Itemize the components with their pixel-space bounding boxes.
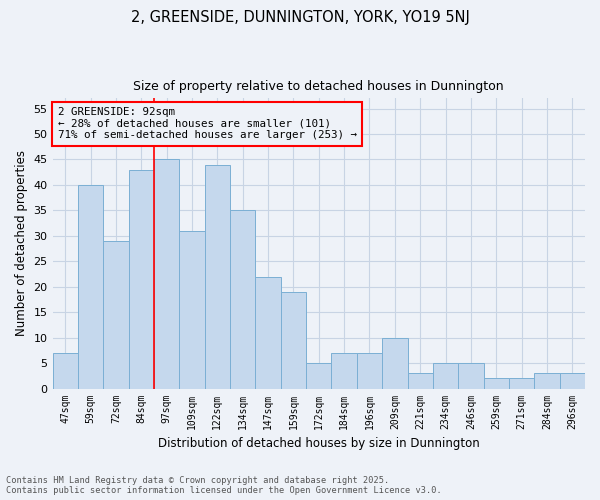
Bar [484,378,509,388]
Bar [78,185,103,388]
Bar [458,363,484,388]
Bar [407,374,433,388]
Bar [281,292,306,388]
Bar [230,210,256,388]
Bar [382,338,407,388]
Bar [256,276,281,388]
Bar [103,241,128,388]
Bar [534,374,560,388]
X-axis label: Distribution of detached houses by size in Dunnington: Distribution of detached houses by size … [158,437,479,450]
Bar [331,353,357,388]
Text: 2, GREENSIDE, DUNNINGTON, YORK, YO19 5NJ: 2, GREENSIDE, DUNNINGTON, YORK, YO19 5NJ [131,10,469,25]
Bar [509,378,534,388]
Bar [154,160,179,388]
Title: Size of property relative to detached houses in Dunnington: Size of property relative to detached ho… [133,80,504,93]
Bar [306,363,331,388]
Bar [179,230,205,388]
Y-axis label: Number of detached properties: Number of detached properties [15,150,28,336]
Text: 2 GREENSIDE: 92sqm
← 28% of detached houses are smaller (101)
71% of semi-detach: 2 GREENSIDE: 92sqm ← 28% of detached hou… [58,107,357,140]
Bar [357,353,382,388]
Text: Contains HM Land Registry data © Crown copyright and database right 2025.
Contai: Contains HM Land Registry data © Crown c… [6,476,442,495]
Bar [560,374,585,388]
Bar [128,170,154,388]
Bar [433,363,458,388]
Bar [53,353,78,388]
Bar [205,164,230,388]
